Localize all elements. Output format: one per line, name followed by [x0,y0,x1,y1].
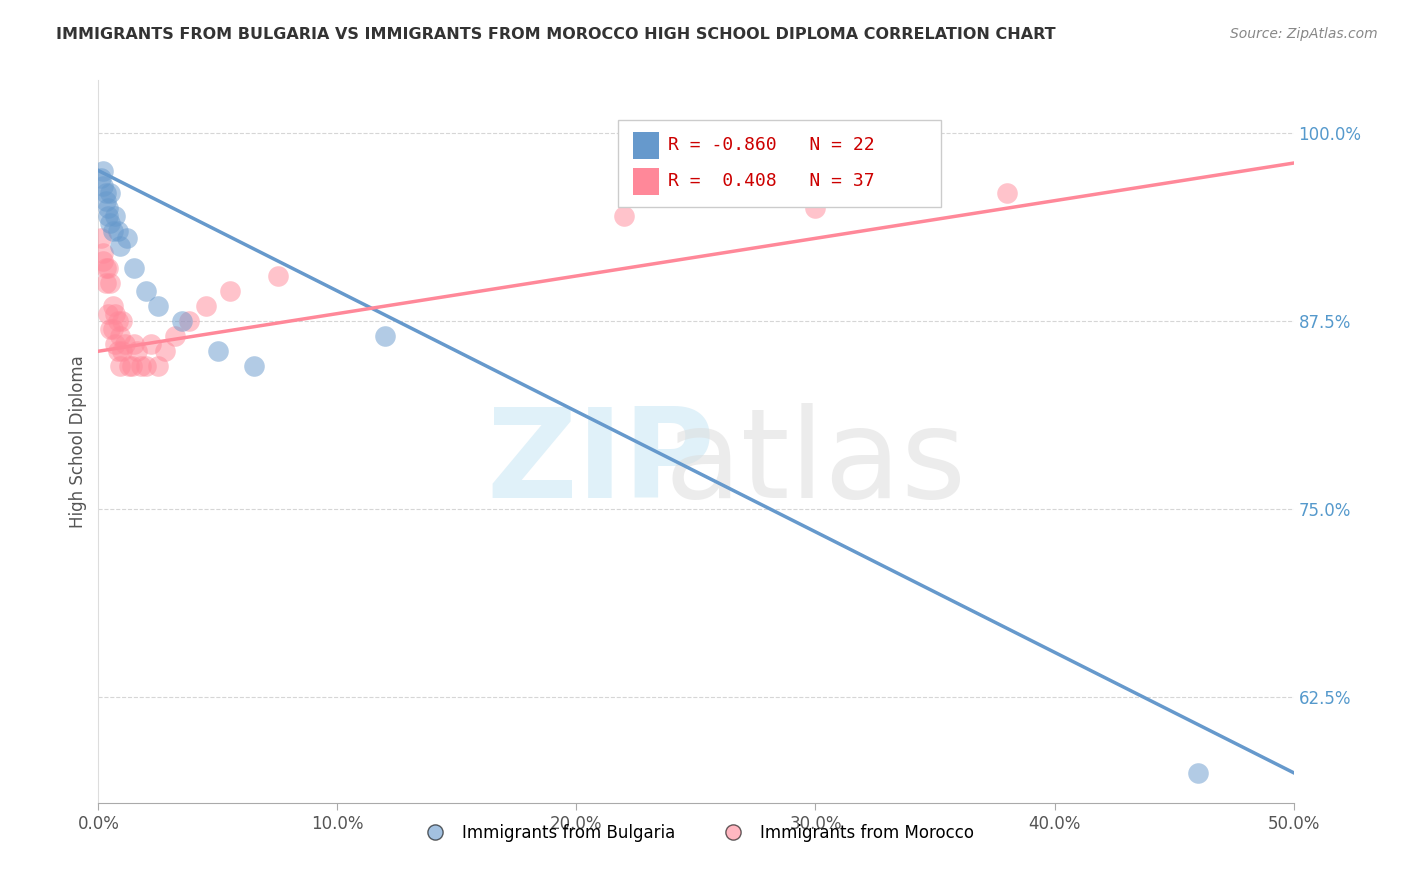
Point [108,239,131,253]
Point [91,246,114,260]
Point [155,344,177,359]
Legend: Immigrants from Bulgaria, Immigrants from Morocco: Immigrants from Bulgaria, Immigrants fro… [412,817,980,848]
Point [91,178,114,193]
Text: IMMIGRANTS FROM BULGARIA VS IMMIGRANTS FROM MOROCCO HIGH SCHOOL DIPLOMA CORRELAT: IMMIGRANTS FROM BULGARIA VS IMMIGRANTS F… [56,27,1056,42]
Point [101,224,124,238]
Point [97,307,120,321]
Text: atlas: atlas [665,402,966,524]
Point [267,268,290,283]
Point [121,359,143,374]
Point [97,201,120,215]
Point [107,344,129,359]
Point [108,329,131,343]
Point [90,231,112,245]
Text: Source: ZipAtlas.com: Source: ZipAtlas.com [1230,27,1378,41]
Point [139,336,162,351]
Point [98,186,122,201]
Point [104,209,127,223]
Point [101,299,124,313]
Point [104,307,127,321]
Point [94,277,117,291]
Bar [633,132,659,159]
Point [172,314,194,328]
Point [179,314,201,328]
Point [97,261,120,276]
Point [135,284,157,298]
Point [148,359,170,374]
Point [111,314,134,328]
Point [107,224,129,238]
Point [101,321,124,335]
Point [97,209,120,223]
Point [613,209,636,223]
Point [219,284,242,298]
Text: R = -0.860   N = 22: R = -0.860 N = 22 [668,136,875,154]
Point [115,231,138,245]
Point [90,171,112,186]
Point [124,336,146,351]
Point [91,253,114,268]
Point [98,216,122,230]
Point [94,194,117,208]
Point [1187,765,1209,780]
Bar [633,168,659,195]
Point [148,299,170,313]
Point [108,359,131,374]
Point [804,201,827,215]
Point [131,359,153,374]
Point [114,336,136,351]
Point [98,277,122,291]
Point [107,314,129,328]
Point [207,344,229,359]
Point [91,163,114,178]
Point [243,359,266,374]
Point [94,186,117,201]
Point [118,359,141,374]
Point [94,261,117,276]
Y-axis label: High School Diploma: High School Diploma [69,355,87,528]
Point [98,321,122,335]
Point [374,329,396,343]
Point [124,261,146,276]
Text: ZIP: ZIP [486,402,714,524]
Point [163,329,186,343]
Point [111,344,134,359]
Point [104,336,127,351]
FancyBboxPatch shape [619,120,941,207]
Point [995,186,1018,201]
Point [135,359,157,374]
Point [195,299,218,313]
Point [125,344,148,359]
Text: R =  0.408   N = 37: R = 0.408 N = 37 [668,172,875,190]
